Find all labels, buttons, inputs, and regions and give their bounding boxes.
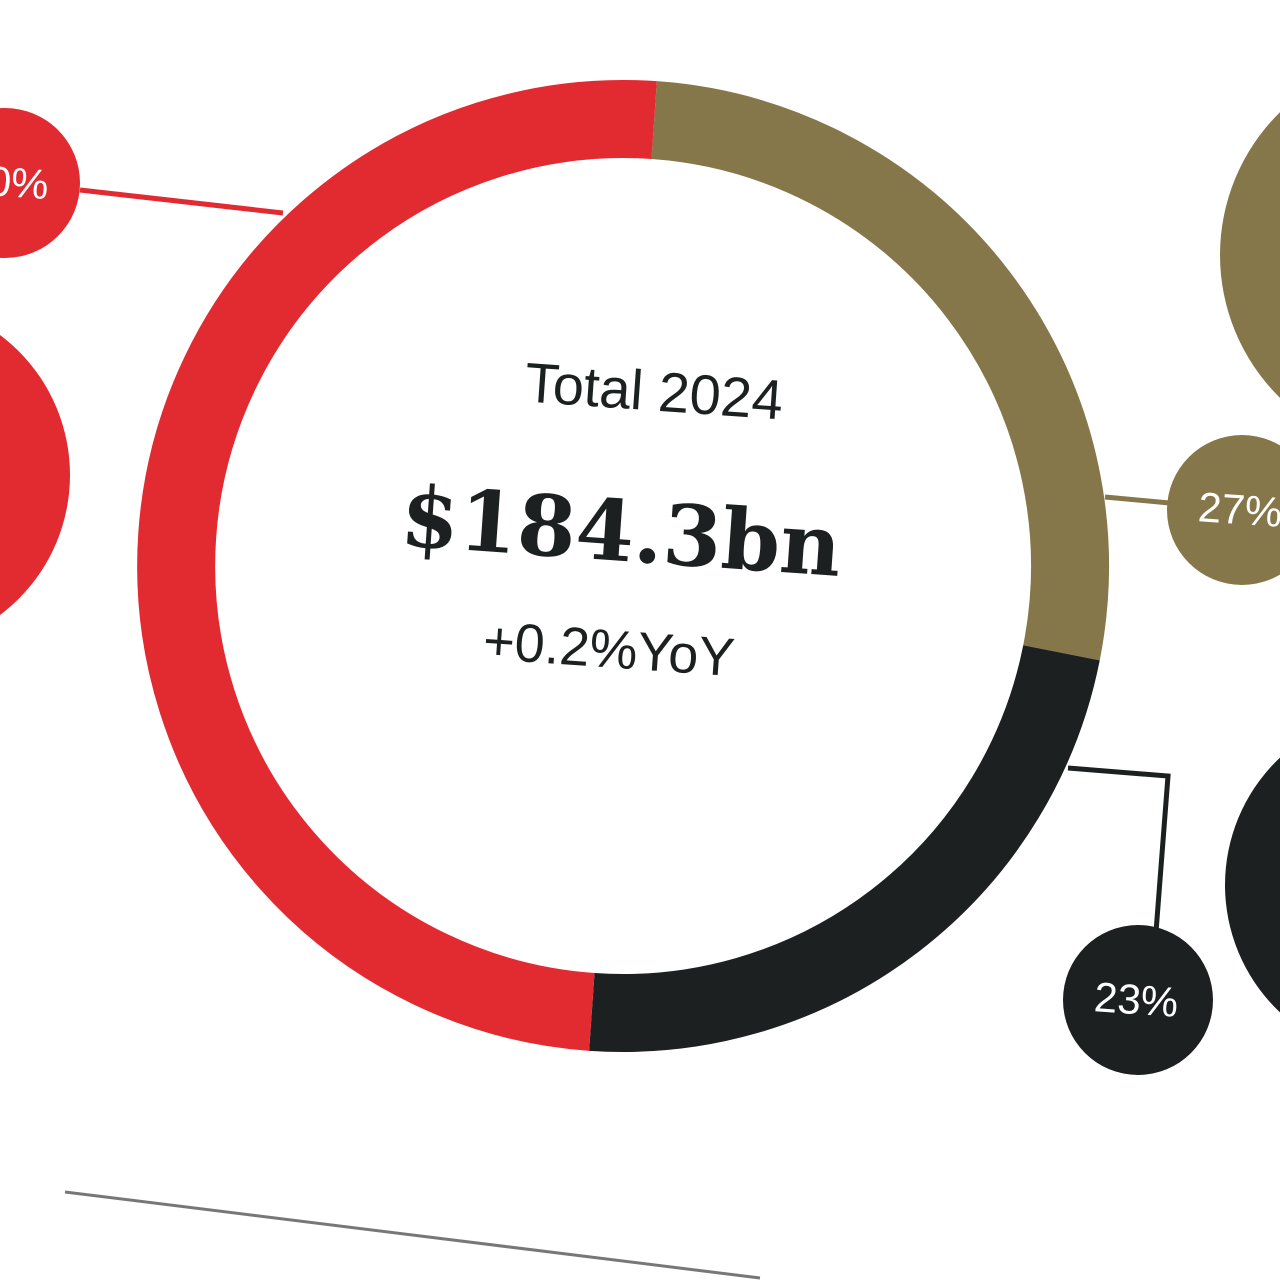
red-leader-line — [79, 187, 284, 216]
slice-value-label: 27% — [1197, 483, 1280, 536]
bottom-divider — [64, 1190, 761, 1280]
donut-slice-50 — [137, 80, 657, 1051]
center-text-group: Total 2024 $184.3bn +0.2%YoY — [398, 351, 845, 689]
center-total-value: $184.3bn — [398, 466, 845, 596]
olive-label-bubble — [1167, 435, 1280, 585]
slice-value-label: 0% — [0, 157, 50, 208]
slice-label-red: 0% — [0, 108, 80, 258]
donut-slice-27 — [651, 81, 1109, 661]
dark-label-bubble — [1063, 925, 1213, 1075]
slice-label-dark: 23% — [1063, 925, 1213, 1075]
donut-ring — [137, 80, 1109, 1052]
olive-big-circle — [1220, 112, 1280, 398]
red-big-circle — [0, 335, 70, 615]
center-yoy-change: +0.2%YoY — [481, 611, 736, 688]
red-label-bubble — [0, 108, 80, 258]
slice-label-olive: 27% — [1167, 435, 1280, 585]
donut-slice-23 — [589, 645, 1100, 1052]
slice-value-label: 23% — [1093, 973, 1180, 1026]
center-title: Total 2024 — [523, 351, 785, 432]
dark-big-circle — [1225, 757, 1280, 1013]
dark-leader-line — [1067, 765, 1171, 933]
